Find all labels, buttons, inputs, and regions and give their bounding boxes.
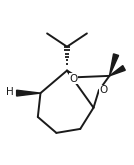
Text: H: H xyxy=(6,87,14,98)
Polygon shape xyxy=(17,90,40,96)
Text: O: O xyxy=(99,85,108,96)
Polygon shape xyxy=(109,54,119,76)
Text: O: O xyxy=(70,74,78,83)
Polygon shape xyxy=(109,66,125,76)
